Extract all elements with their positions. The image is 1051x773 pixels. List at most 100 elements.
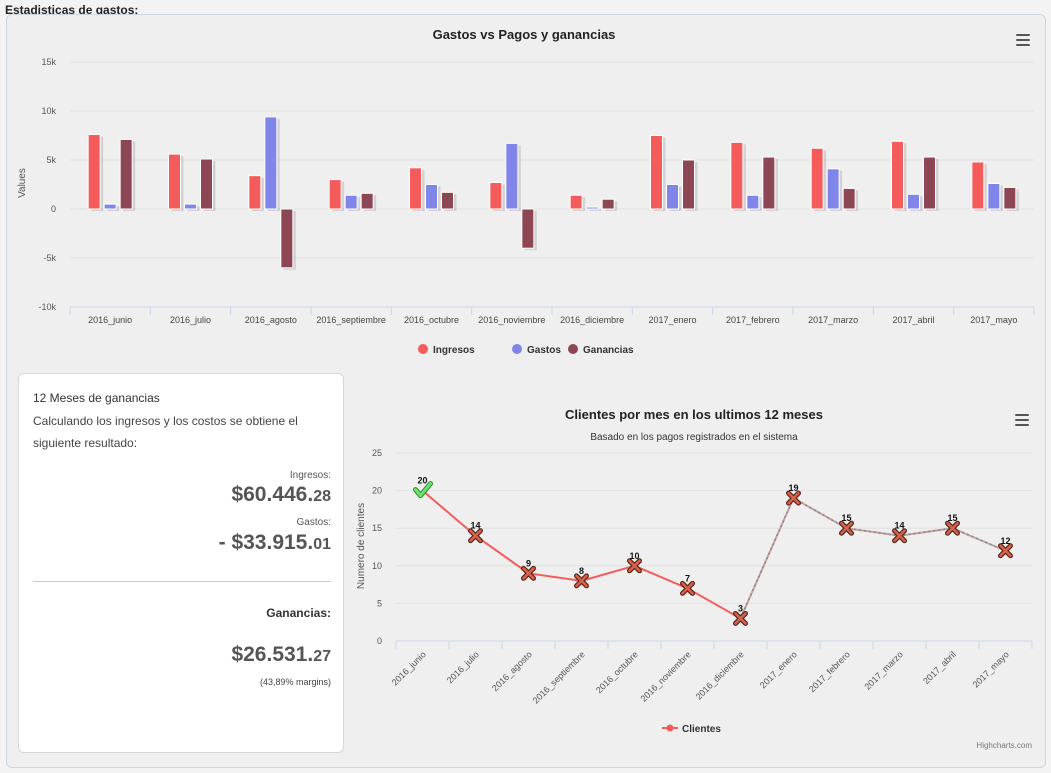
line-point-label: 14	[894, 521, 904, 531]
bar-gastos[interactable]	[907, 193, 920, 210]
line-point-label: 8	[579, 566, 584, 576]
bar-ganancias[interactable]	[280, 208, 294, 269]
summary-title: 12 Meses de ganancias	[33, 391, 160, 405]
bar-gastos[interactable]	[344, 194, 358, 210]
expense-amount: - $33.915.01	[219, 531, 331, 555]
expense-amount-cents: 01	[313, 536, 331, 553]
line-chart-x-tick: 2016_noviembre	[638, 649, 692, 703]
bar-chart-menu-icon[interactable]	[1016, 34, 1030, 46]
line-point-label: 3	[738, 603, 743, 613]
bar-ingresos[interactable]	[810, 147, 824, 210]
bar-ingresos[interactable]	[891, 140, 904, 210]
line-point-label: 15	[841, 513, 851, 523]
bar-ingresos[interactable]	[971, 161, 985, 210]
profit-amount-main: $26.531.	[231, 643, 314, 666]
bar-gastos[interactable]	[987, 183, 1001, 210]
line-point[interactable]: 20	[413, 476, 433, 499]
line-point[interactable]: 10	[627, 551, 642, 574]
bar-legend-item[interactable]: Ingresos	[418, 344, 475, 356]
bar-ganancias[interactable]	[1003, 186, 1017, 210]
line-point[interactable]: 12	[998, 536, 1013, 559]
chart-credits[interactable]: Highcharts.com	[976, 741, 1032, 750]
bar-ganancias[interactable]	[762, 156, 776, 210]
bar-gastos[interactable]	[184, 203, 197, 210]
bar-ingresos[interactable]	[409, 167, 422, 210]
summary-description: Calculando los ingresos y los costos se …	[33, 414, 298, 450]
line-point-label: 12	[1000, 536, 1010, 546]
bar-legend-swatch	[418, 344, 428, 354]
line-chart-y-tick: 0	[377, 636, 382, 646]
bar-gastos[interactable]	[585, 206, 599, 210]
clientes-line-dashed	[739, 496, 1006, 619]
line-chart-x-tick: 2016_septiembre	[531, 649, 587, 705]
bar-ingresos[interactable]	[87, 134, 101, 210]
bar-ganancias[interactable]	[360, 192, 374, 210]
bar-legend-item[interactable]: Gastos	[512, 344, 561, 356]
line-point-label: 14	[470, 521, 480, 531]
bar-gastos[interactable]	[425, 184, 438, 210]
bar-ingresos[interactable]	[168, 153, 181, 210]
line-point-label: 9	[526, 558, 531, 568]
line-chart-y-tick: 20	[372, 486, 382, 496]
bar-legend-item[interactable]: Ganancias	[568, 344, 634, 356]
line-point[interactable]: 9	[521, 558, 536, 581]
bar-ganancias[interactable]	[842, 187, 856, 210]
bar-chart-x-tick: 2017_febrero	[726, 315, 780, 325]
bar-chart-y-tick: 5k	[46, 155, 56, 165]
line-chart-y-tick: 5	[377, 598, 382, 608]
line-point[interactable]: 8	[574, 566, 589, 589]
bar-chart-x-tick: 2017_abril	[892, 315, 934, 325]
bar-ingresos[interactable]	[730, 141, 744, 210]
bar-ingresos[interactable]	[489, 182, 503, 210]
line-chart-x-tick: 2016_octubre	[594, 649, 640, 695]
bar-ganancias[interactable]	[682, 159, 695, 210]
bar-gastos[interactable]	[666, 184, 679, 210]
line-chart-y-tick: 15	[372, 523, 382, 533]
line-chart-y-tick: 10	[372, 561, 382, 571]
line-chart-menu-icon[interactable]	[1015, 414, 1029, 426]
bar-chart-title: Gastos vs Pagos y ganancias	[433, 27, 616, 42]
bar-ganancias[interactable]	[200, 158, 213, 210]
page-title: Estadisticas de gastos:	[5, 3, 139, 17]
line-legend-item[interactable]: Clientes	[662, 724, 721, 735]
line-point[interactable]: 7	[680, 573, 695, 596]
bar-chart-x-tick: 2017_marzo	[808, 315, 858, 325]
bar-ganancias[interactable]	[119, 138, 133, 210]
line-point-label: 10	[629, 551, 639, 561]
bar-chart-x-tick: 2017_mayo	[970, 315, 1017, 325]
expense-label: Gastos:	[296, 517, 331, 528]
bar-ingresos[interactable]	[650, 135, 663, 210]
line-chart: Clientes por mes en los ultimos 12 meses…	[356, 407, 1033, 750]
income-amount-cents: 28	[313, 488, 331, 505]
bar-chart-x-tick: 2016_diciembre	[560, 315, 624, 325]
line-point[interactable]: 14	[892, 521, 907, 544]
bar-gastos[interactable]	[103, 203, 117, 210]
bar-gastos[interactable]	[264, 116, 278, 210]
bar-gastos[interactable]	[826, 168, 840, 210]
bar-ingresos[interactable]	[328, 179, 342, 210]
bar-ganancias[interactable]	[441, 191, 454, 210]
bar-ingresos[interactable]	[569, 194, 583, 210]
bar-ingresos[interactable]	[248, 175, 262, 210]
bar-legend-swatch	[512, 344, 522, 354]
bar-ganancias[interactable]	[923, 156, 936, 210]
line-point-label: 7	[685, 573, 690, 583]
income-label: Ingresos:	[289, 470, 331, 481]
profit-amount-cents: 27	[313, 648, 331, 665]
bar-ganancias[interactable]	[521, 208, 535, 249]
bar-chart-x-tick: 2016_octubre	[404, 315, 459, 325]
profit-amount: $26.531.27	[231, 643, 331, 667]
income-amount: $60.446.28	[231, 483, 331, 507]
bar-chart-y-tick: -5k	[43, 253, 56, 263]
line-point[interactable]: 19	[786, 483, 801, 506]
bar-ganancias[interactable]	[601, 198, 615, 210]
line-point[interactable]: 15	[945, 513, 960, 536]
bar-gastos[interactable]	[505, 142, 519, 210]
line-point[interactable]: 14	[468, 521, 483, 544]
line-point[interactable]: 3	[733, 603, 748, 626]
line-point[interactable]: 15	[839, 513, 854, 536]
profit-label: Ganancias:	[266, 606, 331, 620]
line-chart-x-tick: 2017_abril	[921, 649, 958, 686]
bar-chart-x-tick: 2017_enero	[648, 315, 696, 325]
bar-gastos[interactable]	[746, 194, 760, 210]
